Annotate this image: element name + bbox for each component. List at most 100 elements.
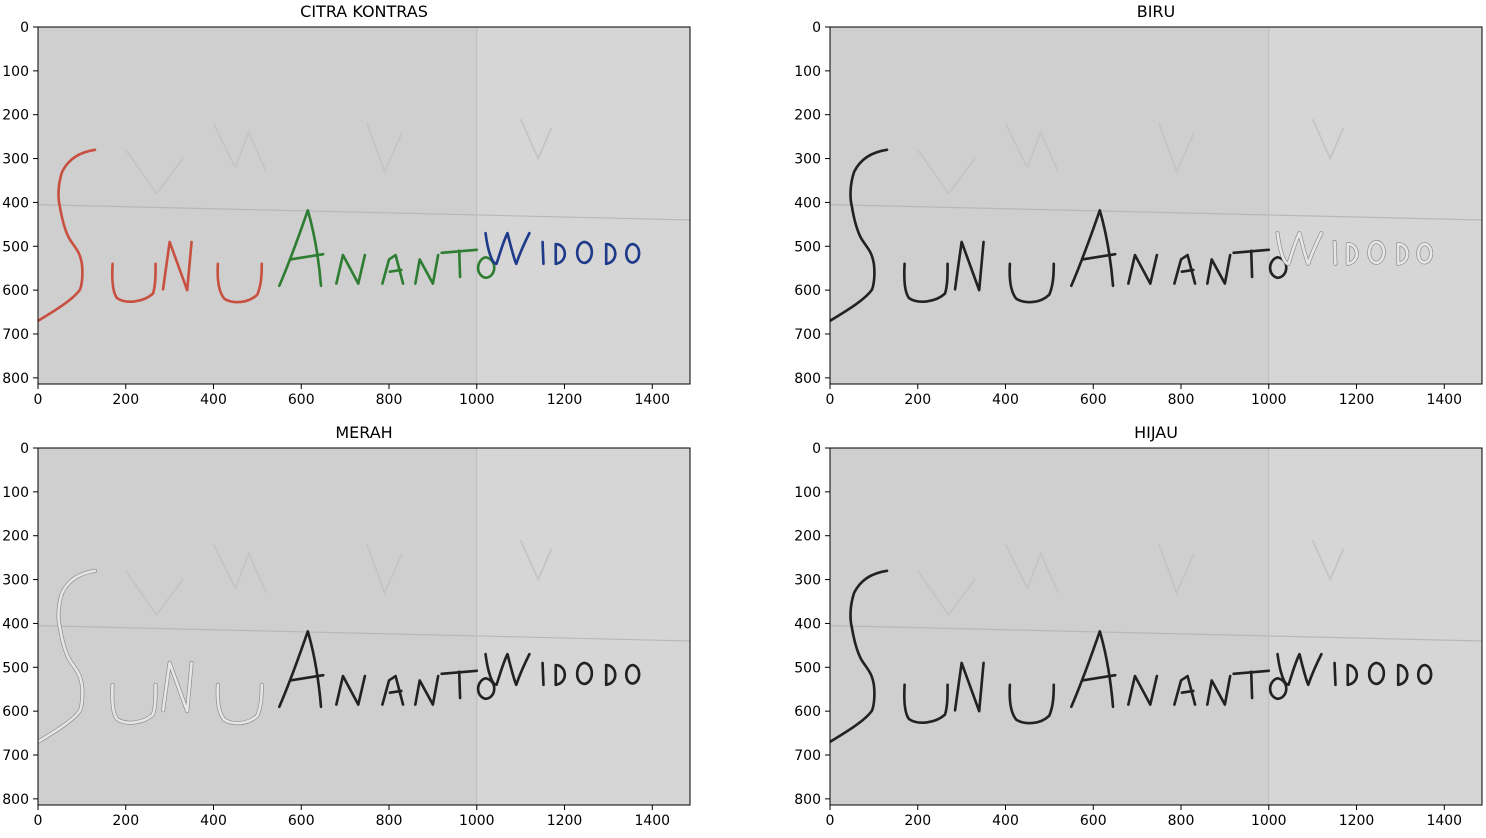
handwriting-word3	[1276, 652, 1433, 687]
stroke	[953, 240, 985, 292]
image-axes: 0 200 400 600 800 1000 1200 1400 0 100 200 300 400 50…	[794, 441, 1483, 829]
handwriting-word1	[38, 148, 264, 323]
handwriting-word1	[830, 569, 1056, 744]
stroke	[1333, 661, 1337, 687]
faint-stroke	[125, 570, 184, 617]
x-tick-label: 800	[376, 813, 403, 829]
handwriting-word3	[1275, 231, 1434, 266]
x-tick-label: 200	[904, 813, 931, 829]
stroke	[1346, 242, 1359, 266]
x-tick-label: 200	[112, 392, 139, 408]
stroke	[161, 661, 193, 713]
faint-stroke	[1004, 544, 1059, 594]
x-tick-label: 400	[992, 813, 1019, 829]
panel-biru: BIRU 0 200 400 600 800 1000 1200 1400 0 100 200 300…	[792, 0, 1486, 417]
stroke	[1080, 673, 1117, 682]
y-tick-label: 0	[812, 441, 821, 457]
photo-image	[38, 27, 690, 384]
image-axes: 0 200 400 600 800 1000 1200 1400 0 100 200 300 400 50…	[2, 20, 691, 408]
stroke	[604, 663, 617, 687]
y-tick-label: 100	[794, 64, 821, 80]
stroke	[484, 652, 531, 687]
y-tick-label: 100	[2, 64, 29, 80]
stroke	[575, 661, 594, 686]
stroke	[335, 674, 367, 706]
stroke	[902, 262, 949, 303]
x-tick-label: 0	[34, 392, 43, 408]
handwriting-word1	[38, 568, 264, 744]
x-tick-label: 1400	[1426, 813, 1462, 829]
stroke	[1180, 689, 1195, 695]
y-tick-label: 800	[794, 371, 821, 387]
stroke	[414, 253, 440, 285]
stroke	[604, 242, 617, 266]
y-tick-label: 300	[794, 152, 821, 168]
x-tick-label: 1400	[634, 392, 670, 408]
paper-fold-horizontal	[38, 625, 690, 642]
photo-image	[38, 448, 690, 805]
y-tick-label: 0	[20, 441, 29, 457]
x-tick-label: 400	[200, 392, 227, 408]
x-tick-label: 1000	[459, 813, 495, 829]
panel-title: BIRU	[1136, 2, 1176, 21]
stroke	[288, 673, 325, 682]
y-tick-label: 0	[812, 20, 821, 36]
faint-stroke	[1311, 539, 1345, 582]
y-tick-label: 700	[794, 748, 821, 764]
x-tick-label: 600	[1080, 392, 1107, 408]
y-tick-label: 500	[794, 239, 821, 255]
stroke	[1127, 674, 1159, 706]
y-tick-label: 200	[2, 529, 29, 545]
faint-stroke	[1004, 123, 1059, 173]
x-tick-label: 1200	[547, 392, 583, 408]
y-tick-label: 400	[2, 616, 29, 632]
paper-right-half	[1268, 448, 1482, 805]
handwriting-word2	[1070, 209, 1288, 288]
y-tick-label: 100	[794, 485, 821, 501]
paper-fold-horizontal	[830, 204, 1482, 221]
stroke	[1249, 670, 1254, 700]
stroke	[388, 689, 403, 695]
stroke	[1180, 268, 1195, 274]
faint-stroke	[917, 149, 976, 196]
stroke	[110, 262, 157, 303]
y-tick-label: 700	[794, 327, 821, 343]
y-tick-label: 500	[2, 239, 29, 255]
faint-stroke	[366, 123, 403, 175]
y-tick-label: 800	[2, 371, 29, 387]
x-tick-label: 200	[904, 392, 931, 408]
faint-stroke	[1158, 544, 1195, 596]
stroke	[414, 674, 440, 706]
x-tick-label: 0	[34, 813, 43, 829]
faint-stroke	[366, 544, 403, 596]
stroke	[216, 683, 264, 725]
handwriting-word2	[278, 630, 496, 709]
faint-stroke	[1158, 123, 1195, 175]
y-tick-label: 100	[2, 485, 29, 501]
stroke	[1008, 683, 1056, 725]
stroke	[1416, 242, 1433, 264]
stroke	[902, 683, 949, 724]
stroke	[1367, 240, 1386, 265]
x-tick-label: 1000	[1251, 392, 1287, 408]
y-tick-label: 500	[2, 660, 29, 676]
x-tick-label: 1400	[1426, 392, 1462, 408]
y-tick-label: 400	[2, 195, 29, 211]
x-tick-label: 1400	[634, 813, 670, 829]
faint-stroke	[125, 149, 184, 196]
stroke	[541, 661, 545, 687]
y-tick-label: 700	[2, 748, 29, 764]
stroke	[1396, 663, 1409, 687]
panel-hijau: HIJAU 0 200 400 600 800 1000 1200 1400 0 100 200 30…	[792, 421, 1486, 838]
x-tick-label: 1000	[459, 392, 495, 408]
panel-title: MERAH	[335, 423, 393, 442]
faint-stroke	[519, 539, 553, 582]
axes-frame	[829, 26, 1483, 385]
handwriting-word3	[484, 231, 641, 266]
stroke	[457, 670, 462, 700]
handwriting-word1	[830, 148, 1056, 323]
faint-stroke	[917, 570, 976, 617]
stroke	[1367, 661, 1386, 686]
y-tick-label: 600	[2, 283, 29, 299]
y-tick-label: 800	[794, 792, 821, 808]
